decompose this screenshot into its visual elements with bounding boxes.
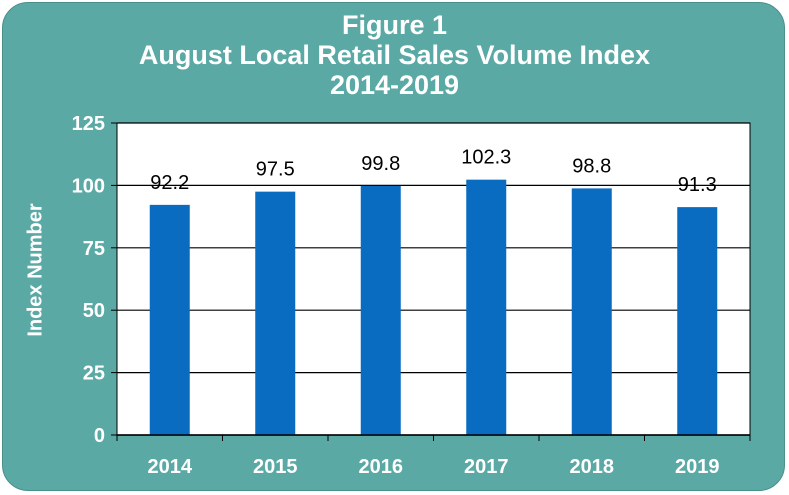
data-label: 102.3 (461, 147, 511, 169)
data-label: 98.8 (572, 155, 611, 177)
y-tick-label: 50 (83, 300, 105, 322)
plot-area (116, 122, 751, 436)
y-tick-label: 125 (72, 113, 105, 135)
bar (360, 185, 401, 435)
data-label: 99.8 (361, 153, 400, 175)
x-tick-label: 2017 (464, 456, 509, 478)
title-line-3: 2014-2019 (329, 70, 460, 100)
bar (677, 207, 718, 435)
title-line-1: Figure 1 (341, 10, 448, 40)
y-tick-label: 25 (83, 363, 105, 385)
x-tick-label: 2019 (675, 456, 720, 478)
bar (571, 188, 612, 435)
bar (149, 204, 190, 435)
data-label: 92.2 (150, 172, 189, 194)
x-tick-label: 2018 (570, 456, 615, 478)
chart-title: Figure 1 August Local Retail Sales Volum… (0, 10, 789, 100)
data-label: 91.3 (678, 174, 717, 196)
y-tick-label: 0 (94, 425, 105, 447)
y-tick-label: 75 (83, 238, 105, 260)
x-tick-label: 2015 (253, 456, 298, 478)
y-tick-label: 100 (72, 175, 105, 197)
bar (255, 191, 296, 435)
x-tick-label: 2016 (359, 456, 404, 478)
x-tick-label: 2014 (148, 456, 193, 478)
data-label: 97.5 (256, 159, 295, 181)
bar (466, 179, 507, 435)
title-line-2: August Local Retail Sales Volume Index (138, 40, 651, 70)
